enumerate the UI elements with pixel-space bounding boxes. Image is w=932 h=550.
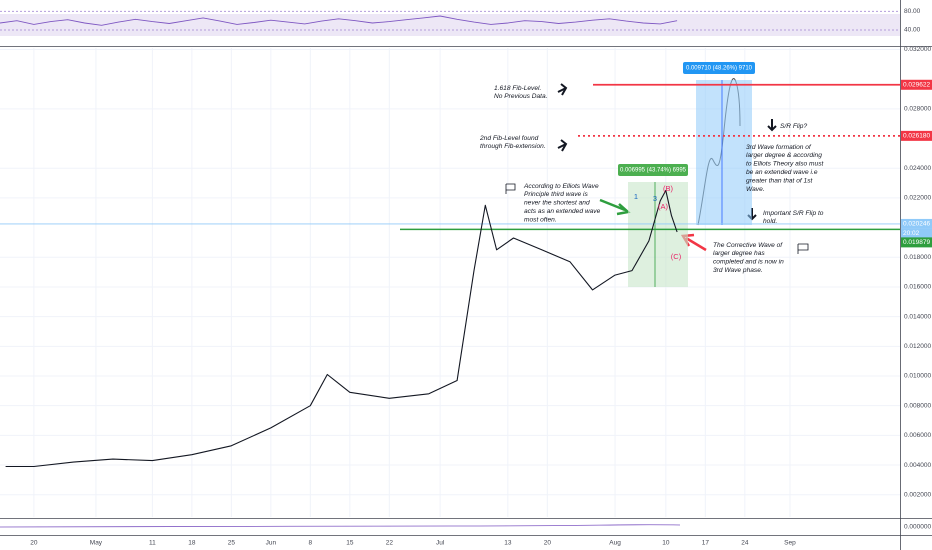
annotation: Important S/R Flip to — [763, 210, 824, 217]
measure-box — [696, 80, 752, 225]
x-tick-label: 20 — [30, 540, 38, 547]
y-tick-label: 0.000000 — [904, 524, 931, 531]
wave-label: 1 — [634, 192, 638, 201]
wave-label: (C) — [671, 252, 682, 261]
flag-icon — [505, 183, 516, 194]
wave-label: 3 — [653, 194, 657, 203]
measure-label: 0.009710 (48.26%) 9710 — [686, 66, 753, 72]
annotation: No Previous Data. — [494, 93, 548, 100]
x-tick-label: 25 — [228, 540, 236, 547]
y-tick-label: 0.014000 — [904, 313, 931, 320]
x-tick-label: 10 — [662, 540, 670, 547]
x-tick-label: 17 — [702, 540, 710, 547]
arrow — [557, 83, 568, 96]
y-tick-label: 0.024000 — [904, 165, 931, 172]
y-tick-label: 0.002000 — [904, 491, 931, 498]
countdown: 20:02 — [903, 230, 920, 237]
x-tick-label: 15 — [346, 540, 354, 547]
x-tick-label: 20 — [544, 540, 552, 547]
x-tick-label: 24 — [741, 540, 749, 547]
x-tick-label: Jul — [436, 540, 445, 547]
annotation: 3rd Wave formation of — [746, 144, 812, 151]
annotation: The Corrective Wave of — [713, 242, 783, 249]
annotation: 2nd Fib-Level found — [479, 135, 539, 142]
y-tick-label: 0.016000 — [904, 284, 931, 291]
price-label-bg — [901, 79, 932, 90]
measure-box — [628, 182, 688, 287]
y-tick-label: 0.012000 — [904, 343, 931, 350]
x-tick-label: Aug — [609, 540, 621, 547]
y-tick-label: 0.028000 — [904, 106, 931, 113]
annotation: S/R Flip? — [780, 123, 807, 130]
price-line — [5, 189, 678, 468]
countdown-bg — [901, 228, 932, 238]
x-tick-label: 8 — [309, 540, 313, 547]
rsi-line — [0, 15, 678, 26]
wave-label: (B) — [663, 184, 674, 193]
price-label: 0.026180 — [903, 133, 930, 140]
price-label: 0.020246 — [903, 221, 930, 228]
y-tick-label: 0.022000 — [904, 195, 931, 202]
lower-indicator — [0, 524, 681, 528]
x-tick-label: Jun — [266, 540, 277, 547]
x-tick-label: 18 — [188, 540, 196, 547]
annotation: 1.618 Fib-Level. — [494, 85, 541, 92]
price-label-bg — [901, 218, 932, 229]
y-tick-label: 0.018000 — [904, 254, 931, 261]
annotation: larger degree has — [713, 250, 765, 257]
annotation: never the shortest and — [524, 200, 590, 207]
arrow — [767, 119, 777, 132]
annotation: be an extended wave i.e — [746, 169, 818, 176]
x-tick-label: 11 — [149, 540, 156, 547]
annotation: 3rd Wave phase. — [713, 267, 763, 274]
y-tick-label: 0.032000 — [904, 46, 931, 53]
arrow — [557, 139, 568, 152]
annotation: hold. — [763, 218, 777, 225]
price-label: 0.029622 — [903, 81, 930, 88]
wave-label: (A) — [658, 202, 669, 211]
arrows — [557, 83, 777, 221]
annotation: completed and is now in — [713, 259, 784, 266]
price-label: 0.019879 — [903, 239, 930, 246]
y-tick-label: 40.00 — [904, 27, 921, 34]
annotation: According to Elliots Wave — [523, 183, 599, 190]
x-tick-label: 13 — [504, 540, 512, 547]
price-label-bg — [901, 130, 932, 141]
annotation: larger degree & according — [746, 152, 822, 159]
annotation: greater than that of 1st — [746, 177, 814, 184]
y-tick-label: 80.00 — [904, 8, 921, 15]
measure-label-bg — [618, 164, 688, 176]
annotation: acts as an extended wave — [524, 208, 601, 215]
measure-label-bg — [683, 62, 755, 74]
x-tick-label: May — [90, 540, 103, 547]
y-tick-label: 0.006000 — [904, 432, 931, 439]
grid — [0, 48, 900, 517]
price-label-bg — [901, 237, 932, 248]
flag-icon — [797, 243, 809, 254]
x-tick-label: 22 — [386, 540, 394, 547]
annotation: through Fib-extension. — [480, 143, 546, 150]
annotation: most often. — [524, 216, 557, 223]
y-tick-label: 0.004000 — [904, 462, 931, 469]
y-tick-label: 0.008000 — [904, 402, 931, 409]
measure-label: 0.006995 (43.74%) 6995 — [620, 168, 687, 174]
y-tick-label: 0.010000 — [904, 373, 931, 380]
x-tick-label: Sep — [784, 540, 796, 547]
annotation: Wave. — [746, 186, 765, 193]
rsi-band — [0, 14, 900, 36]
annotation: to Elliots Theory also must — [746, 161, 824, 168]
annotation: Principle third wave is — [524, 191, 588, 198]
